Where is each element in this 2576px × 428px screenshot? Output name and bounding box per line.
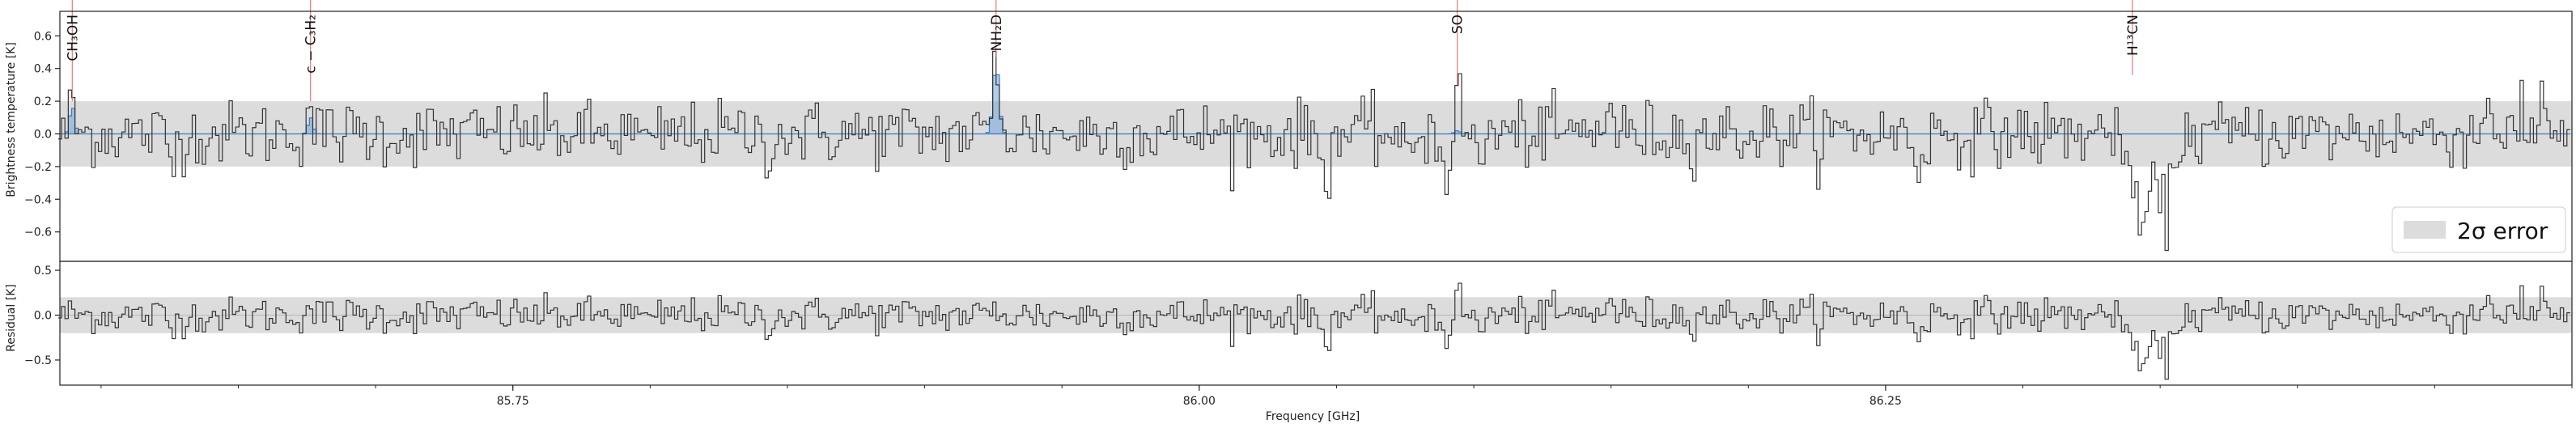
x-axis-label: Frequency [GHz] [1266, 410, 1360, 423]
residual-y-tick-label: 0.0 [34, 310, 52, 323]
x-tick-label: 85.75 [497, 395, 529, 408]
spectrum-y-tick-label: 0.0 [34, 128, 52, 141]
residual-y-tick-label: 0.5 [34, 265, 52, 278]
line-label: SO [1450, 15, 1466, 34]
spectrum-y-tick-label: 0.4 [34, 63, 52, 76]
spectrum-y-axis-label: Brightness temperature [K] [5, 42, 18, 197]
legend-box [2391, 206, 2566, 253]
legend-entry: 2σ error [2457, 218, 2548, 244]
x-tick-label: 86.00 [1183, 395, 1216, 408]
residual-y-tick-label: −0.5 [24, 354, 52, 367]
legend: 2σ error [2391, 206, 2566, 253]
model-fit-series [57, 74, 2570, 135]
spectrum-y-tick-label: −0.6 [24, 227, 52, 239]
x-tick-label: 86.25 [1869, 395, 1902, 408]
legend-swatch [2404, 221, 2446, 239]
spectrum-y-tick-label: −0.2 [24, 161, 52, 174]
residual-y-axis-label: Residual [K] [5, 284, 18, 352]
residual-series [57, 282, 2570, 380]
spectrum-panel: CH₃OH c − C₃H₂ NH₂D SO H¹³CN −0.6 −0.4 −0.2 0.0 0… [24, 0, 2573, 262]
residual-panel: −0.5 0.0 0.5 85.75 86.00 86.25 [24, 261, 2573, 408]
line-label: c − C₃H₂ [303, 15, 320, 74]
line-label: NH₂D [989, 15, 1005, 51]
line-label: CH₃OH [65, 15, 81, 61]
spectrum-y-tick-label: 0.6 [34, 30, 52, 43]
observed-spectrum-series [57, 50, 2570, 252]
spectrum-y-tick-label: −0.4 [24, 193, 52, 206]
spectrum-y-tick-label: 0.2 [34, 95, 52, 108]
line-label: H¹³CN [2125, 15, 2141, 56]
residual-frame [59, 261, 2573, 386]
